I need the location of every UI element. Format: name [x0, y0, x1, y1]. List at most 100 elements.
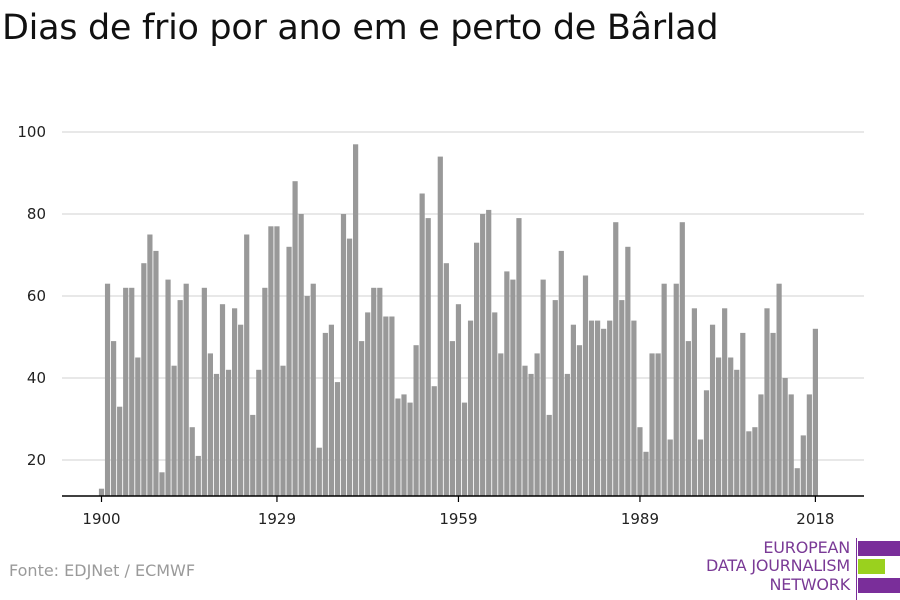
bar-1912: [171, 365, 177, 496]
bar-1941: [346, 238, 353, 496]
bar-1953: [419, 193, 425, 496]
bar-1942: [353, 144, 359, 497]
x-tick-label: 2018: [796, 510, 834, 528]
bar-1959: [455, 304, 462, 496]
bar-2008: [752, 427, 758, 496]
x-tick-label: 1959: [439, 510, 477, 528]
chart-title: Dias de frio por ano em e perto de Bârla…: [2, 8, 719, 48]
bar-1996: [679, 222, 685, 496]
bar-1923: [238, 324, 244, 496]
bar-1971: [528, 373, 534, 496]
x-axis-ticks: 1900 1929 1959 1989 2018: [82, 496, 834, 528]
bar-1960: [461, 402, 468, 496]
bar-2007: [746, 431, 752, 496]
edjnet-logo: EUROPEAN DATA JOURNALISM NETWORK: [700, 538, 900, 600]
bar-1909: [153, 250, 159, 496]
bar-2011: [770, 332, 776, 496]
bar-1934: [304, 296, 310, 496]
bar-1949: [395, 398, 401, 496]
bar-1936: [316, 447, 322, 496]
bar-1997: [685, 341, 691, 496]
bar-1970: [522, 365, 528, 496]
bar-1925: [250, 414, 256, 496]
bar-2004: [728, 357, 734, 496]
bar-1914: [183, 283, 189, 496]
bar-1927: [262, 287, 268, 496]
bar-1902: [111, 341, 117, 496]
bar-1991: [649, 353, 655, 496]
bar-2010: [764, 308, 770, 496]
bar-2015: [794, 468, 800, 496]
bar-2003: [722, 308, 728, 496]
bar-1995: [673, 283, 679, 496]
logo-divider: [856, 538, 857, 600]
bar-1987: [625, 246, 631, 496]
bar-1979: [576, 345, 583, 496]
logo-line-3: NETWORK: [769, 575, 851, 594]
bar-2001: [709, 324, 716, 496]
bar-1998: [691, 308, 697, 496]
y-axis-labels: 20 40 60 80 100: [17, 123, 46, 469]
bar-1913: [177, 300, 183, 496]
bar-1922: [232, 308, 238, 496]
bar-1988: [631, 320, 637, 496]
bar-1901: [104, 283, 111, 496]
bar-1939: [334, 382, 341, 496]
y-tick-label: 100: [17, 123, 46, 141]
bar-1924: [244, 234, 250, 496]
bars: [98, 144, 818, 497]
y-tick-label: 20: [27, 451, 46, 469]
bar-1933: [298, 214, 304, 496]
bar-2012: [776, 283, 782, 496]
x-tick-label: 1929: [258, 510, 296, 528]
bar-1963: [480, 214, 486, 496]
bar-1967: [504, 271, 510, 496]
bar-2002: [716, 357, 722, 496]
bar-1999: [697, 439, 704, 496]
bar-2018: [812, 328, 818, 496]
bar-1952: [413, 345, 419, 496]
bar-2017: [806, 394, 812, 496]
bar-2006: [740, 332, 746, 496]
bar-1919: [213, 373, 220, 496]
bar-1951: [407, 402, 413, 496]
bar-1958: [449, 341, 455, 496]
bar-1945: [371, 287, 377, 496]
bar-1978: [570, 324, 576, 496]
bar-1985: [613, 222, 619, 496]
bar-1915: [189, 427, 195, 496]
bar-1903: [117, 406, 123, 496]
bar-2016: [800, 435, 806, 496]
bar-1976: [558, 250, 564, 496]
bar-1905: [129, 287, 135, 496]
bar-1983: [601, 328, 607, 496]
bar-2005: [734, 369, 740, 496]
bar-1968: [510, 279, 516, 496]
bar-1990: [643, 451, 649, 496]
bar-1969: [516, 218, 522, 496]
bar-1981: [588, 320, 595, 496]
bar-1954: [425, 218, 431, 496]
bar-1907: [141, 263, 147, 496]
bar-1993: [661, 283, 667, 496]
bar-1930: [280, 365, 286, 496]
bar-1994: [667, 439, 673, 496]
bar-1980: [582, 275, 589, 496]
bar-1900: [98, 488, 105, 496]
bar-2000: [703, 390, 710, 496]
bar-2013: [782, 378, 788, 496]
bar-1966: [498, 353, 504, 496]
logo-bar-green: [858, 559, 885, 574]
bar-1918: [207, 353, 213, 496]
x-tick-label: 1989: [621, 510, 659, 528]
bar-1917: [201, 287, 207, 496]
bar-1955: [431, 386, 437, 496]
bar-1906: [135, 357, 141, 496]
logo-bar-purple-top: [858, 541, 900, 556]
bar-1986: [619, 300, 625, 496]
bar-1947: [383, 316, 389, 496]
bar-1989: [637, 427, 643, 496]
bar-1972: [534, 353, 540, 496]
bar-1940: [340, 214, 347, 496]
bar-1929: [274, 226, 280, 497]
